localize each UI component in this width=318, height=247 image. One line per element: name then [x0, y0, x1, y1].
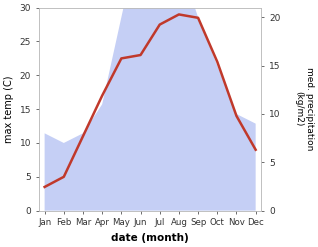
Y-axis label: max temp (C): max temp (C) [4, 75, 14, 143]
Y-axis label: med. precipitation
(kg/m2): med. precipitation (kg/m2) [294, 67, 314, 151]
X-axis label: date (month): date (month) [111, 233, 189, 243]
